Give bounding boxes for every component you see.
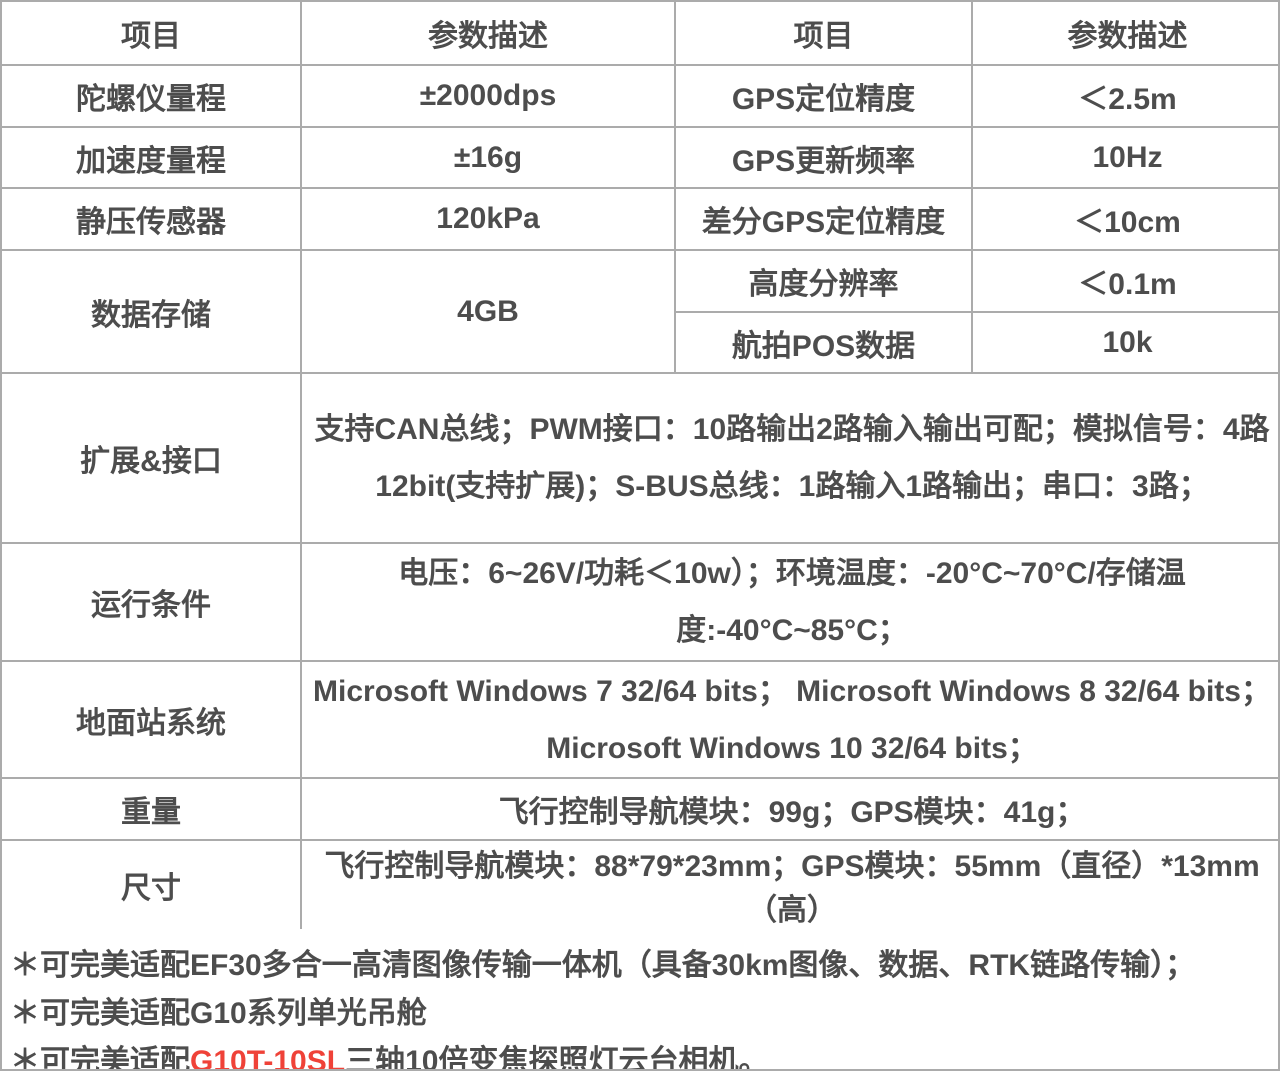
dgps-accuracy-value: ＜10cm	[971, 187, 1278, 251]
header-item-left: 项目	[2, 2, 302, 66]
gps-accuracy-label: GPS定位精度	[674, 64, 973, 128]
table-row: 数据存储 4GB 高度分辨率 ＜0.1m	[2, 249, 1278, 374]
gcs-value-line2: Microsoft Windows 10 32/64 bits；	[546, 731, 1038, 765]
spec-table: 项目 参数描述 项目 参数描述 陀螺仪量程 ±2000dps GPS定位精度 ＜…	[2, 2, 1278, 930]
table-row: 扩展&接口 支持CAN总线；PWM接口：10路输出2路输入输出可配；模拟信号：4…	[2, 372, 1278, 544]
dgps-accuracy-label: 差分GPS定位精度	[674, 187, 973, 251]
altitude-res-label: 高度分辨率	[674, 249, 973, 313]
table-row: 重量 飞行控制导航模块：99g；GPS模块：41g；	[2, 777, 1278, 841]
table-row: 陀螺仪量程 ±2000dps GPS定位精度 ＜2.5m	[2, 64, 1278, 128]
operating-value: 电压：6~26V/功耗＜10w）；环境温度：-20°C~70°C/存储温 度:-…	[300, 542, 1278, 662]
storage-label: 数据存储	[2, 249, 302, 374]
footnotes: ＊可完美适配EF30多合一高清图像传输一体机（具备30km图像、数据、RTK链路…	[2, 929, 1278, 1071]
table-row: 加速度量程 ±16g GPS更新频率 10Hz	[2, 126, 1278, 189]
expansion-label: 扩展&接口	[2, 372, 302, 544]
model-highlight: G10T-10SL	[190, 1045, 346, 1071]
expansion-value-line1: 支持CAN总线；PWM接口：10路输出2路输入输出可配；模拟信号：4路	[314, 413, 1270, 446]
accel-value: ±16g	[300, 126, 676, 189]
header-param-left: 参数描述	[300, 2, 676, 66]
table-row: 尺寸 飞行控制导航模块：88*79*23mm；GPS模块：55mm（直径）*13…	[2, 839, 1278, 930]
footnote-g10t: ＊可完美适配G10T-10SL三轴10倍变焦探照灯云台相机。	[10, 1038, 1264, 1071]
gcs-value-line1: Microsoft Windows 7 32/64 bits； Microsof…	[313, 674, 1271, 708]
table-row: 静压传感器 120kPa 差分GPS定位精度 ＜10cm	[2, 187, 1278, 251]
expansion-value-line2: 12bit(支持扩展)；S-BUS总线：1路输入1路输出；串口：3路；	[375, 470, 1209, 503]
dimensions-value: 飞行控制导航模块：88*79*23mm；GPS模块：55mm（直径）*13mm（…	[300, 839, 1278, 930]
footnote-ef30: ＊可完美适配EF30多合一高清图像传输一体机（具备30km图像、数据、RTK链路…	[10, 949, 1196, 982]
accel-label: 加速度量程	[2, 126, 302, 189]
gcs-label: 地面站系统	[2, 660, 302, 779]
gps-accuracy-value: ＜2.5m	[971, 64, 1278, 128]
weight-value: 飞行控制导航模块：99g；GPS模块：41g；	[300, 777, 1278, 841]
pos-data-label: 航拍POS数据	[674, 311, 973, 374]
pressure-value: 120kPa	[300, 187, 676, 251]
table-row: 地面站系统 Microsoft Windows 7 32/64 bits； Mi…	[2, 660, 1278, 779]
header-item-right: 项目	[674, 2, 973, 66]
gyro-value: ±2000dps	[300, 64, 676, 128]
header-param-right: 参数描述	[971, 2, 1278, 66]
gyro-label: 陀螺仪量程	[2, 64, 302, 128]
operating-value-line1: 电压：6~26V/功耗＜10w）；环境温度：-20°C~70°C/存储温	[398, 557, 1186, 590]
header-row: 项目 参数描述 项目 参数描述	[2, 2, 1278, 66]
gps-rate-value: 10Hz	[971, 126, 1278, 189]
storage-value: 4GB	[300, 249, 676, 374]
altitude-res-value: ＜0.1m	[971, 249, 1278, 313]
pos-data-value: 10k	[971, 311, 1278, 374]
table-row: 航拍POS数据 10k	[2, 311, 1278, 374]
gps-rate-label: GPS更新频率	[674, 126, 973, 189]
pressure-label: 静压传感器	[2, 187, 302, 251]
gcs-value: Microsoft Windows 7 32/64 bits； Microsof…	[300, 660, 1278, 779]
table-row: 运行条件 电压：6~26V/功耗＜10w）；环境温度：-20°C~70°C/存储…	[2, 542, 1278, 662]
weight-label: 重量	[2, 777, 302, 841]
footnote-g10t-prefix: ＊可完美适配	[10, 1045, 190, 1071]
dimensions-label: 尺寸	[2, 839, 302, 930]
footnote-g10t-suffix: 三轴10倍变焦探照灯云台相机。	[345, 1045, 769, 1071]
operating-value-line2: 度:-40°C~85°C；	[676, 614, 908, 647]
operating-label: 运行条件	[2, 542, 302, 662]
expansion-value: 支持CAN总线；PWM接口：10路输出2路输入输出可配；模拟信号：4路 12bi…	[300, 372, 1278, 544]
footnote-g10: ＊可完美适配G10系列单光吊舱	[10, 997, 427, 1030]
